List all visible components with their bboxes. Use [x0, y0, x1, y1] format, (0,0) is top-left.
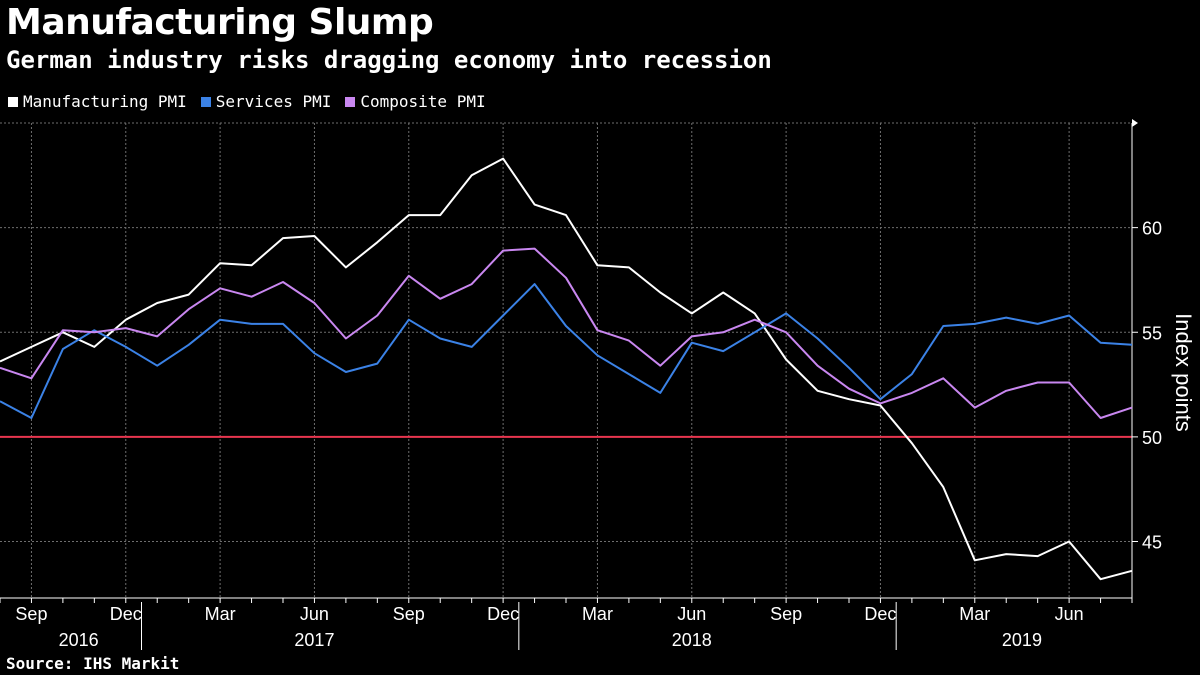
x-tick-label-25: Sep	[770, 604, 802, 624]
legend-label-manufacturing: Manufacturing PMI	[23, 92, 187, 111]
x-tick-label-1: Sep	[15, 604, 47, 624]
year-label-2017: 2017	[294, 630, 334, 650]
year-label-2016: 2016	[59, 630, 99, 650]
series-line-composite-pmi	[0, 247, 1133, 419]
source-note: Source: IHS Markit	[6, 654, 180, 673]
y-axis-arrow	[1132, 119, 1138, 127]
x-tick-label-10: Jun	[300, 604, 329, 624]
series-line-services-pmi	[0, 283, 1133, 419]
legend-swatch-services	[200, 96, 211, 107]
x-tick-label-28: Dec	[864, 604, 896, 624]
y-tick-label-45: 45	[1142, 533, 1162, 553]
chart-title: Manufacturing Slump	[6, 2, 434, 43]
x-tick-label-31: Mar	[959, 604, 990, 624]
y-tick-label-55: 55	[1142, 323, 1162, 343]
year-label-2018: 2018	[672, 630, 712, 650]
y-tick-label-50: 50	[1142, 428, 1162, 448]
x-tick-label-34: Jun	[1055, 604, 1084, 624]
legend-label-services: Services PMI	[215, 92, 332, 111]
legend-item-composite: Composite PMI	[345, 92, 486, 111]
x-tick-label-7: Mar	[205, 604, 236, 624]
y-axis-label: Index points	[1171, 313, 1196, 432]
legend-item-manufacturing: Manufacturing PMI	[8, 92, 187, 111]
legend-label-composite: Composite PMI	[360, 92, 486, 111]
series-line-manufacturing-pmi	[0, 157, 1133, 581]
legend-swatch-manufacturing	[8, 96, 18, 107]
year-label-2019: 2019	[1002, 630, 1042, 650]
legend-swatch-composite	[345, 96, 356, 107]
y-tick-label-60: 60	[1142, 219, 1162, 239]
x-tick-label-19: Mar	[582, 604, 613, 624]
x-tick-label-13: Sep	[393, 604, 425, 624]
legend-item-services: Services PMI	[200, 92, 332, 111]
x-tick-label-16: Dec	[487, 604, 519, 624]
x-tick-label-22: Jun	[677, 604, 706, 624]
x-tick-label-4: Dec	[110, 604, 142, 624]
chart-subtitle: German industry risks dragging economy i…	[6, 46, 772, 74]
legend: Manufacturing PMI Services PMI Composite…	[8, 92, 486, 111]
